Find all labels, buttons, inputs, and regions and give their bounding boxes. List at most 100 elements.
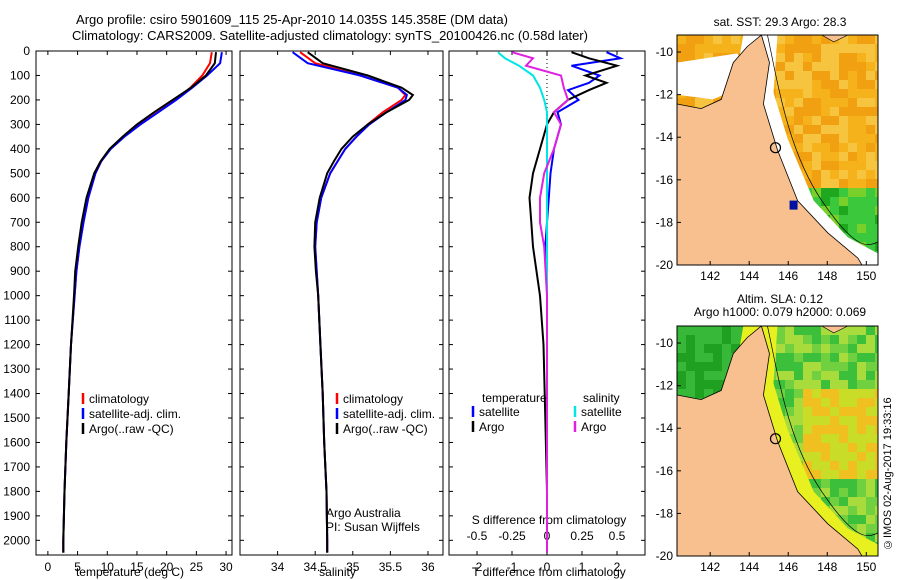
map-cell (812, 161, 821, 170)
map-content (677, 35, 878, 265)
map-cell (866, 215, 875, 224)
map-cell (686, 335, 695, 344)
x-tick-label: 34 (271, 560, 285, 574)
map-x-tick-label: 150 (856, 269, 876, 283)
map-cell (875, 452, 878, 461)
map-cell (695, 35, 704, 44)
map-cell (848, 116, 857, 125)
map-cell (785, 89, 794, 98)
map-cell (830, 443, 839, 452)
map-cell (848, 89, 857, 98)
map-cell (848, 134, 857, 143)
map-cell (839, 62, 848, 71)
map-cell (875, 215, 878, 224)
map-cell (803, 170, 812, 179)
map-cell (857, 143, 866, 152)
map-cell (812, 335, 821, 344)
map-cell (839, 326, 848, 335)
map-cell (686, 53, 695, 62)
map-cell (875, 407, 878, 416)
map-cell (848, 326, 857, 335)
map-cell (812, 152, 821, 161)
map-cell (794, 71, 803, 80)
map-cell (848, 488, 857, 497)
map-cell (848, 506, 857, 515)
map-cell (821, 107, 830, 116)
map-cell (848, 371, 857, 380)
map-cell (803, 152, 812, 161)
map-cell (821, 116, 830, 125)
legend-temp-label: climatology (89, 392, 149, 406)
map-cell (785, 425, 794, 434)
map-cell (812, 425, 821, 434)
map-cell (857, 188, 866, 197)
map-cell (821, 206, 830, 215)
map-bottom-title-2: Argo h1000: 0.079 h2000: 0.069 (693, 305, 867, 319)
map-cell (794, 353, 803, 362)
map-cell (785, 335, 794, 344)
map-cell (857, 434, 866, 443)
map-cell (677, 362, 686, 371)
map-cell (821, 125, 830, 134)
map-cell (776, 380, 785, 389)
map-cell (875, 362, 878, 371)
map-cell (830, 407, 839, 416)
map-cell (821, 188, 830, 197)
map-cell (830, 161, 839, 170)
map-cell (866, 71, 875, 80)
map-cell (704, 362, 713, 371)
map-cell (875, 179, 878, 188)
map-cell (821, 416, 830, 425)
depth-tick-label: 700 (10, 215, 30, 229)
depth-tick-label: 1200 (3, 338, 30, 352)
map-cell (848, 344, 857, 353)
map-cell (830, 371, 839, 380)
map-cell (812, 398, 821, 407)
depth-tick-label: 500 (10, 166, 30, 180)
map-cell (821, 71, 830, 80)
x-tick-label: 15 (130, 560, 144, 574)
map-cell (857, 461, 866, 470)
map-cell (722, 335, 731, 344)
map-cell (857, 89, 866, 98)
map-cell (857, 479, 866, 488)
map-cell (821, 44, 830, 53)
map-cell (794, 434, 803, 443)
map-cell (830, 353, 839, 362)
map-cell (848, 515, 857, 524)
map-cell (785, 389, 794, 398)
map-cell (731, 35, 740, 44)
x-tick-label: 1 (579, 560, 586, 574)
map-cell (794, 125, 803, 134)
map-cell (839, 197, 848, 206)
map-cell (875, 35, 878, 44)
panel-frame-2 (239, 50, 444, 556)
map-cell (830, 53, 839, 62)
legend-diff-s-label: satellite (581, 405, 622, 419)
map-cell (830, 89, 839, 98)
map-cell (704, 335, 713, 344)
map-cell (848, 44, 857, 53)
map-y-tick-label: -18 (656, 506, 674, 520)
map-cell (866, 152, 875, 161)
map-cell (875, 524, 878, 533)
s-tick-label: -0.5 (467, 529, 488, 543)
map-cell (704, 53, 713, 62)
map-cell (785, 362, 794, 371)
map-cell (713, 326, 722, 335)
s-tick-label: -0.25 (498, 529, 526, 543)
depth-tick-label: 100 (10, 68, 30, 82)
map-cell (821, 353, 830, 362)
map-cell (677, 98, 686, 107)
map-isobath (767, 326, 878, 536)
depth-tick-label: 800 (10, 240, 30, 254)
map-cell (839, 161, 848, 170)
map-cell (857, 116, 866, 125)
map-cell (785, 44, 794, 53)
map-cell (866, 143, 875, 152)
map-cell (677, 326, 686, 335)
map-cell (776, 80, 785, 89)
map-cell (839, 152, 848, 161)
map-cell (839, 506, 848, 515)
depth-tick-label: 200 (10, 93, 30, 107)
